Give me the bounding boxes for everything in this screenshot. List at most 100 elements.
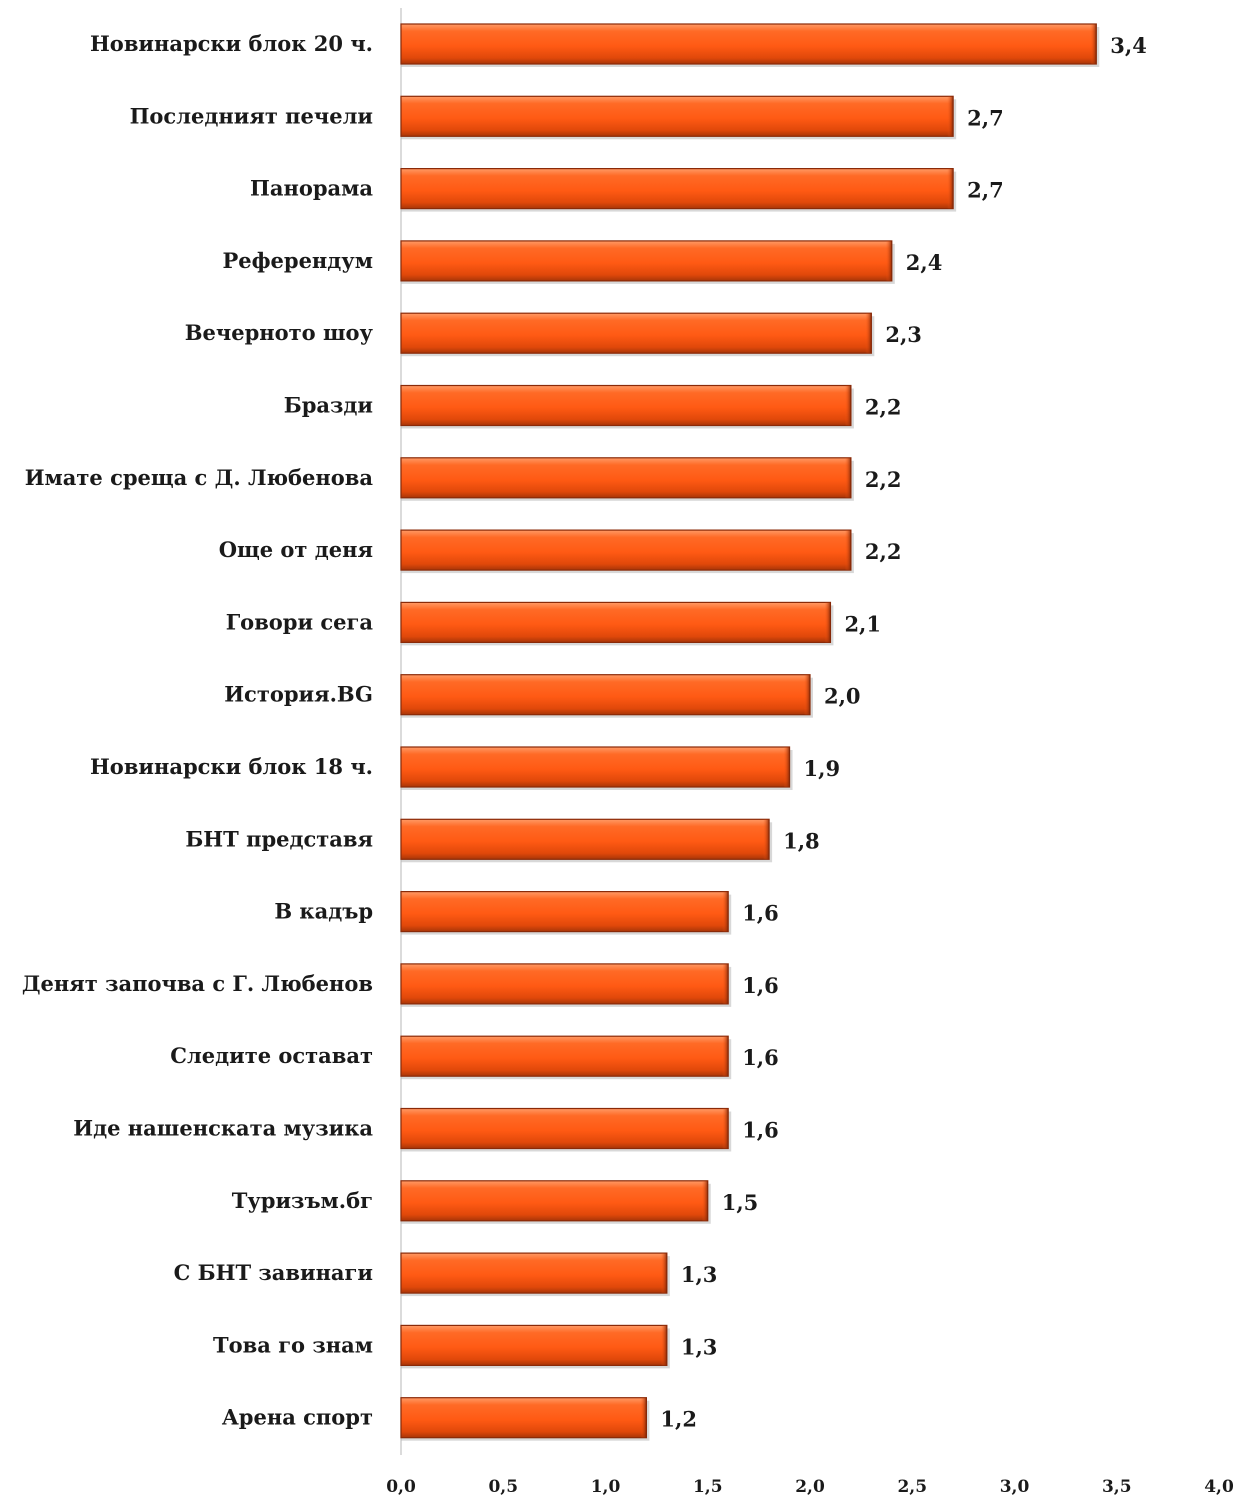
bar [400,1252,670,1297]
category-label: Бразди [284,393,373,418]
bar [400,168,957,212]
bar-body [400,963,729,1005]
bar-body [400,95,954,137]
bar-body [400,1324,668,1367]
category-label: Последният печели [130,103,373,128]
bars-layer [400,23,1100,1441]
bar-bevel [722,963,729,1004]
data-label: 1,6 [742,973,779,998]
bar-body [400,312,872,354]
bar-body [400,1035,729,1077]
bar [400,23,1100,67]
bar-bevel [722,891,729,932]
category-label: Вечерното шоу [185,320,374,345]
bar-body [400,746,791,788]
x-tick-label: 1,5 [693,1477,723,1496]
category-label: Иде нашенската музика [73,1116,373,1141]
category-label: Денят започва с Г. Любенов [22,971,373,996]
bar-bevel [865,313,872,354]
data-label: 3,4 [1110,33,1147,58]
bar [400,529,854,574]
bar-bevel [824,602,831,643]
data-label: 1,8 [783,828,820,853]
bar-bevel [701,1180,708,1221]
category-label: Туризъм.бг [232,1188,373,1213]
data-label: 2,4 [906,250,943,275]
category-label: Имате среща с Д. Любенова [25,465,374,490]
bar [400,1107,732,1152]
bar [400,312,875,357]
bar-bevel [804,674,810,715]
data-label: 1,6 [742,1045,779,1070]
bar-body [400,1107,729,1150]
bar-bevel [722,1036,729,1077]
category-label: С БНТ завинаги [174,1260,373,1285]
data-label: 1,2 [660,1407,697,1432]
data-label: 2,1 [844,611,881,636]
x-tick-label: 1,0 [591,1477,621,1496]
category-label: БНТ представя [185,826,373,851]
data-label: 2,7 [967,178,1004,203]
bar-bevel [885,240,892,281]
category-label: Новинарски блок 20 ч. [90,31,373,56]
x-tick-label: 3,5 [1102,1477,1132,1496]
bar-body [400,1397,647,1439]
bar [400,818,773,863]
bar-bevel [1090,24,1097,64]
x-tick-label: 2,0 [795,1477,825,1496]
data-label: 2,2 [865,467,902,492]
category-label: Още от деня [219,537,373,562]
bar-body [400,1180,709,1222]
data-label: 2,2 [865,395,902,420]
bar-bevel [640,1397,647,1438]
bar-body [400,818,770,860]
data-label: 1,6 [742,1118,779,1143]
labels-layer: 0,0 0,5 1,0 1,5 2,0 2,5 3,0 3,5 4,0 Новинарски бл… [22,31,1234,1496]
bar [400,601,834,646]
bar-bevel [763,819,770,860]
bar-bevel [722,1108,729,1149]
bar-body [400,674,811,716]
bar [400,1397,650,1441]
bar-bevel [844,385,851,426]
data-label: 2,3 [885,322,922,347]
bar [400,1324,670,1369]
bar-bevel [783,747,790,787]
bar-bevel [947,96,954,137]
x-tick-label: 4,0 [1204,1477,1234,1496]
bar-bevel [660,1253,667,1294]
bar [400,963,732,1007]
data-label: 2,2 [865,539,902,564]
bar [400,95,957,140]
data-label: 1,3 [681,1262,718,1287]
category-label: Панорама [250,176,373,201]
bar-body [400,23,1097,65]
bar-body [400,240,893,282]
bar [400,674,813,718]
bar [400,746,793,790]
bar-body [400,168,954,210]
bar-bevel [844,457,851,498]
bar-bevel [947,168,954,209]
category-label: История.BG [224,682,373,707]
category-label: Референдум [222,248,373,273]
data-label: 1,5 [722,1190,759,1215]
data-label: 2,7 [967,105,1004,130]
x-tick-label: 0,0 [386,1477,416,1496]
category-label: Говори сега [226,609,374,634]
x-tick-label: 0,5 [488,1477,518,1496]
data-label: 1,9 [804,756,841,781]
bar [400,240,895,284]
bar [400,890,732,935]
bar-bevel [844,530,851,571]
x-tick-label: 2,5 [897,1477,927,1496]
x-tick-label: 3,0 [1000,1477,1030,1496]
bar-body [400,457,852,499]
bar [400,1180,711,1224]
category-label: В кадър [274,899,373,924]
bar-body [400,1252,668,1294]
category-label: Новинарски блок 18 ч. [90,754,373,779]
bar-body [400,529,852,571]
bar [400,384,854,429]
